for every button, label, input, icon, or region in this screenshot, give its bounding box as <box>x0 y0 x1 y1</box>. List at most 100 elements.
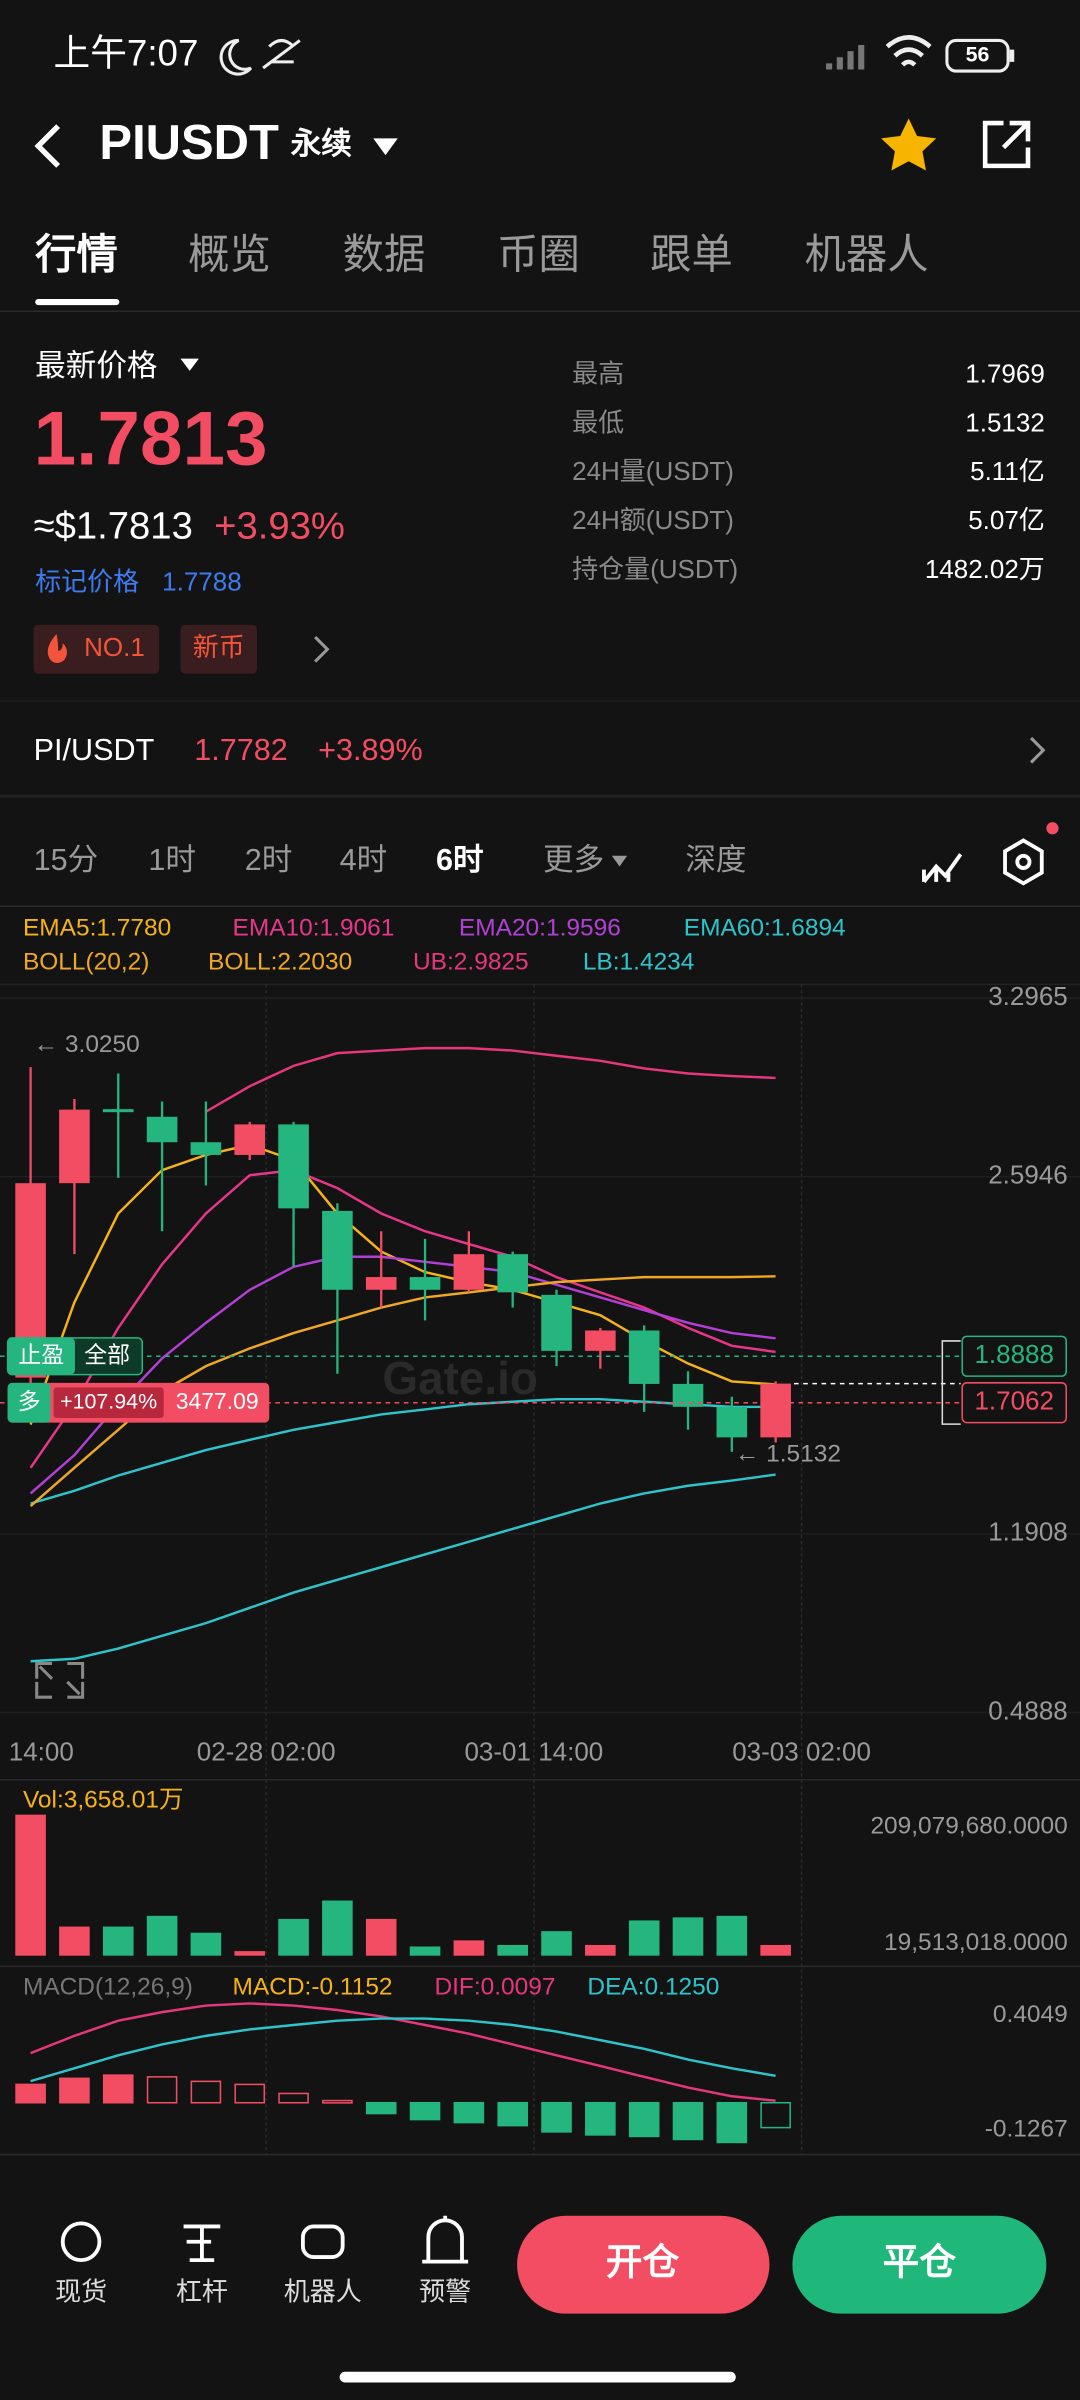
take-profit-label: 止盈 <box>18 1341 64 1367</box>
stat-value: 5.07亿 <box>968 505 1045 535</box>
mute-icon <box>262 38 301 70</box>
button-label[interactable]: 平仓 <box>883 2241 957 2282</box>
contract-type: 永续 <box>291 127 352 161</box>
chart-title: Vol:3,658.01万 <box>23 1787 184 1814</box>
macd-bar <box>541 2101 572 2133</box>
macd-bar <box>716 2101 748 2144</box>
legend-entry: MACD:-0.1152 <box>233 1973 393 2000</box>
interval[interactable]: 2时 <box>245 843 293 877</box>
section-separator <box>0 794 1080 798</box>
indicator-line <box>30 1473 776 1663</box>
stat-label: 持仓量(USDT) <box>572 554 738 584</box>
x-tick-label: 02-28 02:00 <box>197 1737 336 1767</box>
macd-line <box>30 2017 776 2083</box>
tag-bg <box>33 624 160 674</box>
stat-value: 1482.02万 <box>925 554 1045 584</box>
tab[interactable]: 跟单 <box>650 232 733 278</box>
y-tick-label: 1.1908 <box>988 1517 1068 1547</box>
nav-label[interactable]: 现货 <box>55 2277 107 2307</box>
interval[interactable]: 15分 <box>34 843 99 877</box>
volume-bar <box>716 1915 748 1956</box>
candle-body <box>102 1109 134 1113</box>
y-tick-label: 3.2965 <box>988 981 1068 1011</box>
spot-change: +3.89% <box>318 733 423 767</box>
spot-price: 1.7782 <box>194 733 288 767</box>
volume-bar <box>234 1951 266 1956</box>
interval[interactable]: 6时 <box>436 843 484 877</box>
legend-entry: EMA5:1.7780 <box>23 915 171 942</box>
candle-body <box>628 1330 660 1384</box>
battery-tip <box>1009 49 1015 62</box>
open-button[interactable] <box>517 2215 770 2314</box>
spot-pair: PI/USDT <box>34 733 155 767</box>
chevron[interactable] <box>1029 736 1046 764</box>
settings-button[interactable] <box>1003 838 1044 886</box>
nav-label[interactable]: 机器人 <box>284 2277 362 2307</box>
indicator-line <box>205 1046 776 1113</box>
volume-bar <box>409 1946 441 1956</box>
candle-body <box>541 1294 572 1351</box>
settings-hole <box>1015 853 1032 870</box>
tab[interactable]: 机器人 <box>805 232 929 278</box>
margin-icon[interactable] <box>183 2224 221 2263</box>
share-button[interactable] <box>982 120 1031 169</box>
interval[interactable]: 深度 <box>685 843 746 877</box>
more-dropdown[interactable] <box>611 855 628 867</box>
spot-icon[interactable] <box>60 2221 102 2263</box>
legend-entry: BOLL(20,2) <box>23 948 150 975</box>
position-side-bg <box>7 1382 51 1423</box>
candle-body <box>322 1210 353 1290</box>
volume-bar <box>628 1920 660 1956</box>
tab[interactable]: 概览 <box>188 232 271 278</box>
legend-entry: EMA20:1.9596 <box>459 915 621 942</box>
indicator-button[interactable] <box>922 853 963 884</box>
indicator-line <box>29 1255 776 1495</box>
y-tick-label: -0.1267 <box>985 2116 1068 2143</box>
favorite-star[interactable] <box>881 118 937 171</box>
volume-bar <box>15 1814 46 1956</box>
candle-body <box>497 1254 528 1293</box>
tab[interactable]: 行情 <box>35 232 118 278</box>
battery-icon <box>945 38 1010 73</box>
button-label[interactable]: 开仓 <box>606 2241 680 2282</box>
take-profit-scope: 全部 <box>84 1341 130 1367</box>
tab[interactable]: 币圈 <box>497 232 580 278</box>
legend-entry: LB:1.4234 <box>583 948 695 975</box>
back-button[interactable] <box>34 124 61 168</box>
stat-value: 5.11亿 <box>970 456 1045 486</box>
interval[interactable]: 1时 <box>148 843 196 877</box>
current-price-bracket <box>941 1340 961 1425</box>
fullscreen-button[interactable] <box>35 1661 85 1699</box>
bot-icon[interactable] <box>300 2224 345 2259</box>
interval[interactable]: 更多 <box>543 843 604 877</box>
nav-label[interactable]: 杠杆 <box>176 2277 228 2307</box>
position-price: 1.7062 <box>974 1386 1054 1416</box>
volume-bar <box>322 1900 353 1956</box>
macd-line <box>30 2002 776 2102</box>
macd-bar <box>672 2101 704 2141</box>
volume-bar <box>146 1915 178 1956</box>
volume-bar <box>672 1917 704 1956</box>
symbol-dropdown[interactable] <box>373 138 398 156</box>
mark-price: 1.7788 <box>162 566 242 596</box>
take-profit-price: 1.8888 <box>974 1339 1054 1369</box>
nav-label[interactable]: 预警 <box>419 2277 471 2307</box>
price-dropdown[interactable] <box>180 358 199 371</box>
candle-body <box>760 1383 791 1438</box>
alert-icon[interactable] <box>422 2215 469 2264</box>
moon-icon <box>219 38 253 76</box>
macd-bar <box>146 2076 178 2104</box>
volume-bar <box>102 1926 134 1956</box>
mark-label: 标记价格 <box>35 566 139 596</box>
chevron[interactable] <box>314 635 330 663</box>
chart-title: MACD(12,26,9) <box>23 1973 193 2000</box>
interval[interactable]: 4时 <box>340 843 388 877</box>
legend-entry: DIF:0.0097 <box>434 1973 555 2000</box>
tab[interactable]: 数据 <box>343 232 426 278</box>
stat-label: 最低 <box>572 407 624 437</box>
volume-bar <box>585 1944 616 1956</box>
legend-entry: BOLL:2.2030 <box>208 948 352 975</box>
close-button[interactable] <box>792 2215 1047 2314</box>
